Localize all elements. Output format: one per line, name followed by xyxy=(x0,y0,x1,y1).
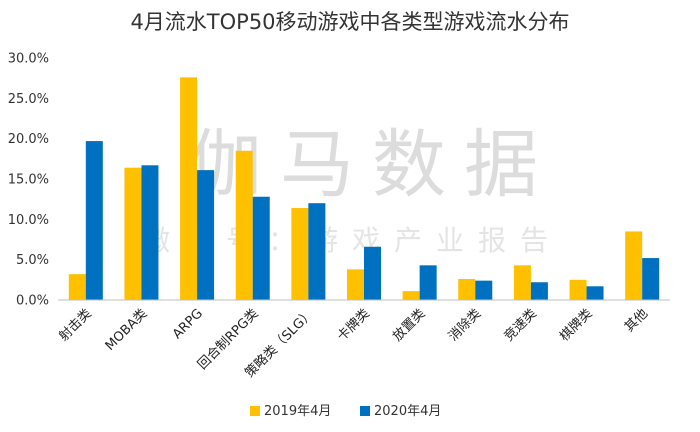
bar-series-2 xyxy=(197,170,215,300)
bar-series-2 xyxy=(252,196,270,300)
x-axis-labels: 射击类 MOBA类 ARPG回合制RPG类策略类（SLG） 卡牌类 放置类 消除类 竞速类棋… xyxy=(56,306,651,381)
y-tick-label: 10.0% xyxy=(8,213,49,228)
bar-series-2 xyxy=(530,282,548,300)
bar-series-2 xyxy=(85,141,103,300)
x-tick-label: 消除类 xyxy=(446,306,484,344)
y-tick-label: 25.0% xyxy=(8,92,49,107)
bar-series-1 xyxy=(124,167,142,300)
bar-series-2 xyxy=(475,280,493,300)
bar-series-2 xyxy=(642,258,660,300)
bar-series-1 xyxy=(68,274,86,300)
bar-series-1 xyxy=(402,291,420,300)
bar-series-1 xyxy=(569,279,587,300)
bars xyxy=(68,77,660,300)
bar-series-1 xyxy=(625,231,643,300)
bar-series-2 xyxy=(419,265,437,300)
x-tick-label: 射击类 xyxy=(56,306,95,345)
y-tick-label: 30.0% xyxy=(8,52,49,67)
bar-series-2 xyxy=(308,203,326,300)
legend-swatch xyxy=(360,406,370,416)
bar-series-2 xyxy=(141,165,159,300)
y-tick-label: 0.0% xyxy=(16,294,49,309)
legend-label: 2019年4月 xyxy=(264,404,331,419)
y-axis: 0.0% 5.0% 10.0% 15.0% 20.0% 25.0% 30.0% xyxy=(8,52,49,309)
y-tick-label: 15.0% xyxy=(8,173,49,188)
legend-swatch xyxy=(250,406,260,416)
bar-series-2 xyxy=(586,286,604,300)
bar-series-1 xyxy=(347,269,364,300)
bar-series-2 xyxy=(364,246,381,300)
bar-series-1 xyxy=(180,77,198,300)
bar-series-1 xyxy=(235,150,253,300)
x-tick-label: ARPG xyxy=(170,306,206,342)
bar-series-1 xyxy=(458,279,476,300)
legend: 2019年4月 2020年4月 xyxy=(250,404,441,419)
x-tick-label: 其他 xyxy=(622,306,651,335)
bar-series-1 xyxy=(291,208,309,300)
bar-series-1 xyxy=(513,265,531,300)
x-tick-label: 竞速类 xyxy=(501,306,540,345)
y-tick-label: 5.0% xyxy=(16,253,49,268)
x-tick-label: 卡牌类 xyxy=(334,306,373,345)
y-tick-label: 20.0% xyxy=(8,132,49,147)
x-tick-label: MOBA类 xyxy=(103,306,151,354)
chart-title: 4月流水TOP50移动游戏中各类型游戏流水分布 xyxy=(130,10,570,34)
x-tick-label: 棋牌类 xyxy=(556,306,595,345)
x-tick-label: 放置类 xyxy=(390,306,428,344)
legend-label: 2020年4月 xyxy=(374,404,441,419)
